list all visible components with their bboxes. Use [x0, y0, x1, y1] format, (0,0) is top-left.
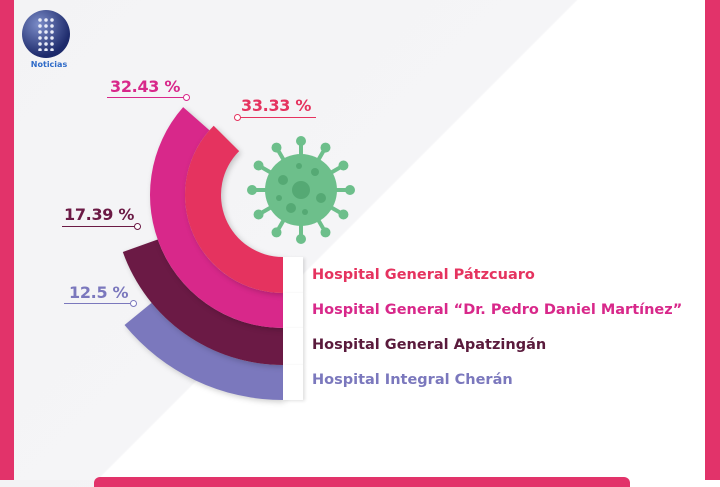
leader-dot: [183, 94, 190, 101]
right-border: [705, 0, 720, 480]
news-logo: Noticias: [20, 10, 72, 78]
label-pedro-daniel: 32.43 %: [110, 77, 181, 96]
virus-icon: [247, 136, 355, 244]
logo-text: Noticias: [30, 60, 68, 69]
arc-pedro-daniel: [150, 107, 283, 328]
legend-patzcuaro: Hospital General Pátzcuaro: [312, 267, 535, 283]
legend-pedro-daniel: Hospital General “Dr. Pedro Daniel Martí…: [312, 302, 683, 318]
legend-apatzingan: Hospital General Apatzingán: [312, 337, 547, 353]
legend-cheran: Hospital Integral Cherán: [312, 372, 513, 388]
logo-globe-icon: [22, 10, 70, 58]
label-apatzingan: 17.39 %: [64, 205, 135, 224]
leader-dot: [134, 223, 141, 230]
arc-patzcuaro: [184, 125, 283, 293]
arc-cheran: [124, 302, 283, 400]
legend-tab: [283, 257, 303, 293]
leader-dot: [130, 300, 137, 307]
leader-line: [62, 226, 136, 227]
leader-line: [64, 303, 132, 304]
left-border: [0, 0, 14, 480]
legend-tab: [283, 328, 303, 365]
leader-line: [238, 117, 316, 118]
label-patzcuaro: 33.33 %: [241, 96, 312, 115]
leader-line: [107, 97, 185, 98]
leader-dot: [234, 114, 241, 121]
legend-tab: [283, 365, 303, 400]
arc-apatzingan: [122, 239, 283, 365]
legend-tab: [283, 293, 303, 328]
label-cheran: 12.5 %: [69, 283, 129, 302]
